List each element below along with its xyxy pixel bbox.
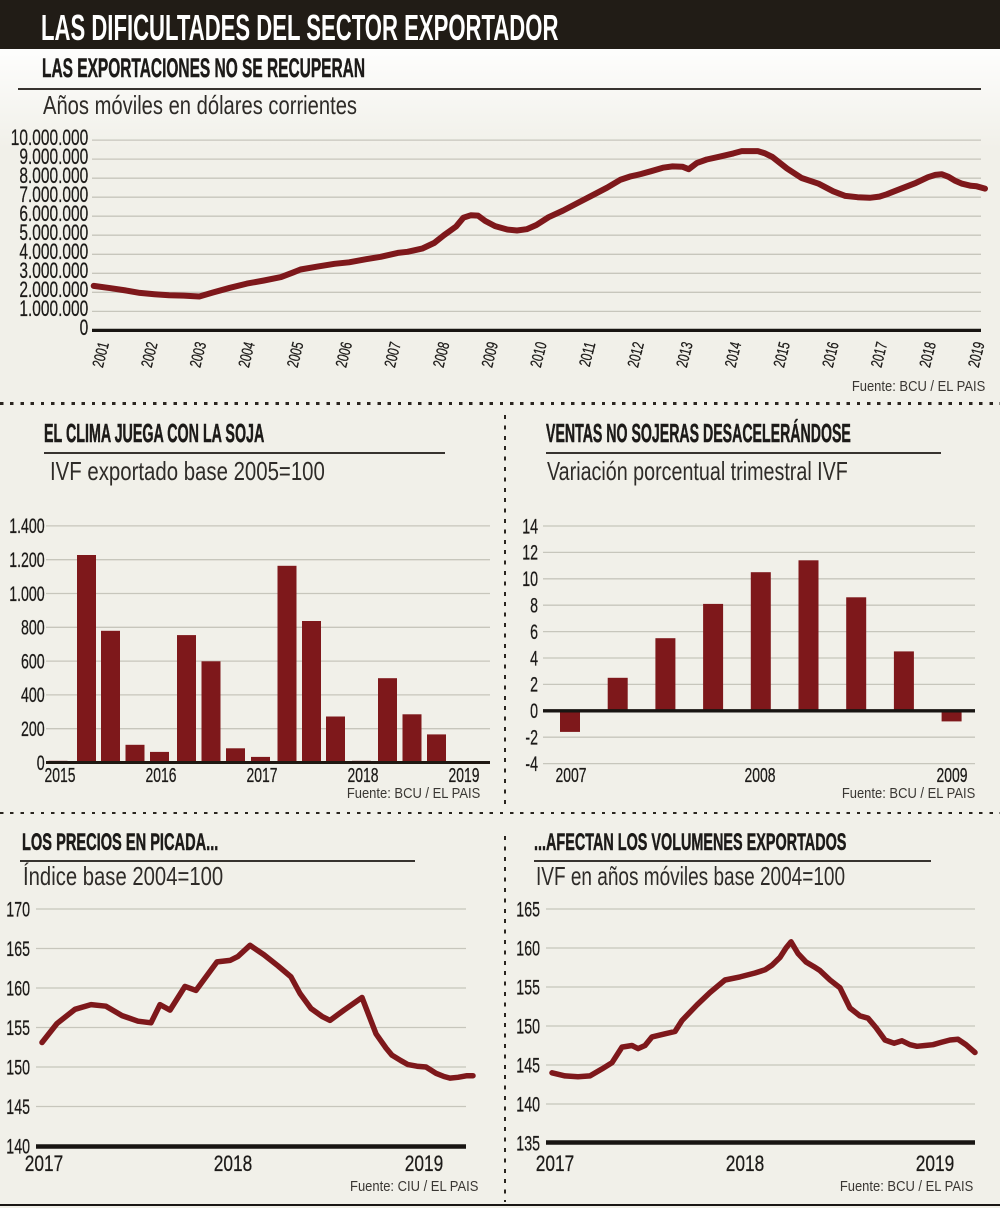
svg-text:4: 4 <box>530 647 538 670</box>
svg-text:14: 14 <box>522 515 538 538</box>
svg-text:140: 140 <box>516 1093 540 1116</box>
svg-text:2006: 2006 <box>332 340 356 370</box>
svg-text:2019: 2019 <box>916 1151 955 1176</box>
svg-text:145: 145 <box>516 1054 540 1077</box>
svg-text:170: 170 <box>6 898 30 921</box>
svg-text:2017: 2017 <box>247 764 278 787</box>
svg-text:2019: 2019 <box>964 340 988 370</box>
svg-text:2018: 2018 <box>726 1151 765 1176</box>
svg-text:-4: -4 <box>525 753 538 776</box>
svg-text:-2: -2 <box>525 727 538 750</box>
svg-text:3.000.000: 3.000.000 <box>19 258 88 283</box>
svg-text:2017: 2017 <box>867 340 891 370</box>
svg-text:2019: 2019 <box>449 764 480 787</box>
svg-text:150: 150 <box>516 1015 540 1038</box>
svg-text:1.400: 1.400 <box>9 515 45 538</box>
svg-text:155: 155 <box>516 976 540 999</box>
svg-text:200: 200 <box>21 718 45 741</box>
svg-text:10: 10 <box>522 568 538 591</box>
svg-text:7.000.000: 7.000.000 <box>19 182 88 207</box>
svg-text:0: 0 <box>530 700 538 723</box>
svg-text:2002: 2002 <box>137 340 161 370</box>
svg-text:150: 150 <box>6 1056 30 1079</box>
svg-text:2017: 2017 <box>25 1151 64 1176</box>
svg-text:10.000.000: 10.000.000 <box>11 125 88 150</box>
svg-text:9.000.000: 9.000.000 <box>19 144 88 169</box>
svg-text:5.000.000: 5.000.000 <box>19 220 88 245</box>
svg-text:2016: 2016 <box>818 340 842 370</box>
svg-text:2008: 2008 <box>429 340 453 370</box>
svg-text:2015: 2015 <box>45 764 76 787</box>
svg-text:140: 140 <box>6 1135 30 1158</box>
svg-text:2012: 2012 <box>623 340 647 370</box>
svg-text:2010: 2010 <box>526 340 550 370</box>
svg-text:2019: 2019 <box>405 1151 444 1176</box>
svg-text:160: 160 <box>516 937 540 960</box>
svg-text:400: 400 <box>21 684 45 707</box>
svg-text:2015: 2015 <box>769 340 793 370</box>
svg-text:2008: 2008 <box>745 764 776 787</box>
svg-text:2007: 2007 <box>556 764 587 787</box>
svg-text:2.000.000: 2.000.000 <box>19 277 88 302</box>
svg-text:2004: 2004 <box>234 340 258 370</box>
svg-text:2003: 2003 <box>186 340 210 370</box>
svg-text:2017: 2017 <box>536 1151 575 1176</box>
svg-text:155: 155 <box>6 1017 30 1040</box>
svg-text:2: 2 <box>530 674 538 697</box>
svg-text:2013: 2013 <box>672 340 696 370</box>
svg-text:2018: 2018 <box>915 340 939 370</box>
svg-text:160: 160 <box>6 977 30 1000</box>
svg-text:2007: 2007 <box>380 340 404 370</box>
svg-text:2005: 2005 <box>283 340 307 370</box>
svg-text:4.000.000: 4.000.000 <box>19 239 88 264</box>
svg-text:1.200: 1.200 <box>9 549 45 572</box>
svg-text:0: 0 <box>80 315 89 340</box>
svg-text:165: 165 <box>6 938 30 961</box>
svg-text:165: 165 <box>516 898 540 921</box>
svg-text:2018: 2018 <box>214 1151 253 1176</box>
svg-text:600: 600 <box>21 650 45 673</box>
svg-text:6.000.000: 6.000.000 <box>19 201 88 226</box>
svg-text:2009: 2009 <box>937 764 968 787</box>
svg-text:0: 0 <box>37 752 45 775</box>
svg-text:1.000.000: 1.000.000 <box>19 296 88 321</box>
svg-text:8: 8 <box>530 595 538 618</box>
svg-text:8.000.000: 8.000.000 <box>19 163 88 188</box>
svg-text:145: 145 <box>6 1096 30 1119</box>
svg-text:2014: 2014 <box>721 340 745 370</box>
svg-text:135: 135 <box>516 1132 540 1155</box>
svg-text:800: 800 <box>21 617 45 640</box>
svg-text:1.000: 1.000 <box>9 583 45 606</box>
svg-text:2009: 2009 <box>478 340 502 370</box>
svg-text:12: 12 <box>522 542 538 565</box>
svg-text:2016: 2016 <box>146 764 177 787</box>
svg-text:2018: 2018 <box>348 764 379 787</box>
svg-text:2011: 2011 <box>575 340 599 369</box>
svg-text:6: 6 <box>530 621 538 644</box>
svg-text:2001: 2001 <box>88 340 112 370</box>
